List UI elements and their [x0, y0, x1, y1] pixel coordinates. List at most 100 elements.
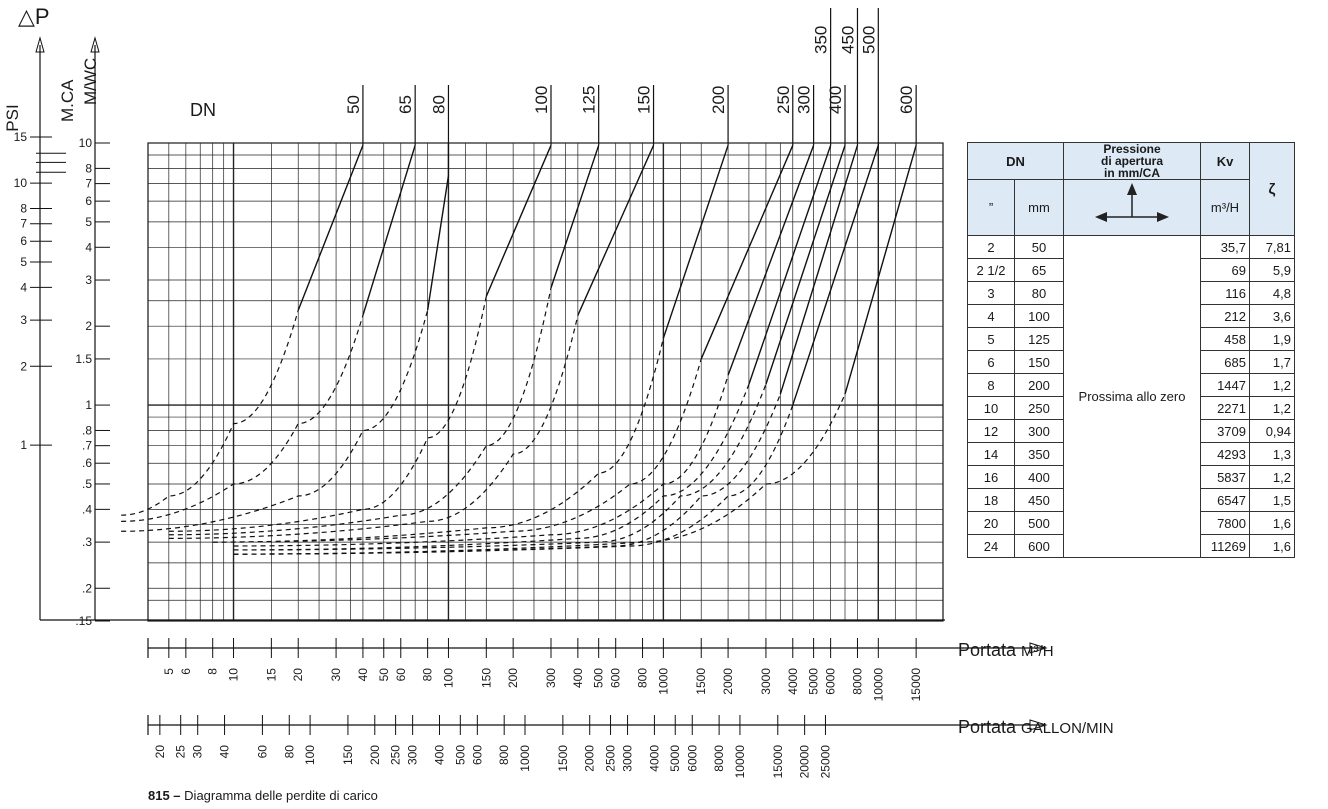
psi-tick-label: 7	[20, 217, 27, 231]
curve-dn-125-solid	[550, 145, 600, 289]
x-axis-gpm-tick-label: 4000	[647, 745, 661, 772]
cell-mm: 450	[1014, 488, 1064, 512]
x-axis-m3h-tick-label: 800	[636, 668, 650, 688]
x-axis-gpm-tick-label: 300	[406, 745, 420, 765]
x-axis-gpm-tick-label: 6000	[685, 745, 699, 772]
curve-dn-250-dashed	[212, 358, 702, 543]
x-axis-m3h-label: Portata M³/H	[958, 640, 1054, 660]
curve-dn-450-solid	[779, 145, 859, 395]
x-axis-m3h-tick-label: 15000	[909, 668, 923, 702]
cell-inch: 6	[967, 350, 1015, 374]
figure-title: Diagramma delle perdite di carico	[184, 788, 378, 803]
pressione-line-2: di apertura	[1100, 154, 1163, 168]
cell-mm: 250	[1014, 396, 1064, 420]
mca-tick-label: .5	[82, 477, 92, 491]
chart-frame	[147, 142, 944, 622]
curve-dn-500-dashed	[233, 404, 794, 555]
dn-65-label: 65	[396, 95, 415, 114]
cell-zeta: 1,7	[1249, 350, 1295, 374]
x-axis-m3h-tick-label: 500	[592, 668, 606, 688]
x-axis-gpm-tick-label: 500	[453, 745, 467, 765]
x-axis-m3h-tick-label: 5	[162, 668, 176, 675]
cell-mm: 100	[1014, 304, 1064, 328]
x-axis-gpm-tick-label: 20	[153, 745, 167, 759]
x-axis-gpm-tick-label: 150	[341, 745, 355, 765]
curve-dn-65-solid	[362, 145, 416, 316]
x-axis-gpm-tick-label: 15000	[771, 745, 785, 779]
curve-dn-600-dashed	[233, 393, 846, 555]
x-axis-gpm-tick-label: 600	[470, 745, 484, 765]
delta-p-title: △P	[18, 4, 50, 29]
dn-200-label: 200	[709, 86, 728, 114]
mca-tick-label: 1.5	[75, 352, 92, 366]
x-axis-gpm-tick-label: 8000	[712, 745, 726, 772]
table-row: 18 450 6547 1,5	[967, 488, 1295, 512]
x-axis-m3h-tick-label: 8	[206, 668, 220, 675]
cell-kv: 11269	[1200, 534, 1250, 558]
dn-450-label: 450	[838, 26, 857, 54]
table-row: 8 200 1447 1,2	[967, 373, 1295, 397]
x-axis-gpm-tick-label: 40	[218, 745, 232, 759]
x-axis-gpm-tick-label: 2500	[604, 745, 618, 772]
psi-arrow-icon	[35, 36, 45, 53]
x-axis-gpm-tick-label: 25	[174, 745, 188, 759]
x-axis-m3h-arrow-icon	[1029, 642, 1048, 654]
dn-label: DN	[190, 100, 216, 120]
x-axis-m3h-tick-label: 50	[377, 668, 391, 682]
x-axis-gpm-tick-label: 25000	[818, 745, 832, 779]
curve-dn-100-dashed	[168, 296, 487, 532]
mca-tick-label: 8	[85, 161, 92, 175]
curve-dn-350-dashed	[233, 384, 750, 551]
opening-pressure-note: Prossima allo zero	[1063, 235, 1201, 558]
cell-kv: 7800	[1200, 511, 1250, 535]
cell-mm: 300	[1014, 419, 1064, 443]
dn-125-label: 125	[580, 86, 599, 114]
x-axis-m3h-tick-label: 10000	[871, 668, 885, 702]
curve-dn-400-solid	[765, 145, 846, 385]
psi-tick-label: 8	[20, 201, 27, 215]
cell-kv: 35,7	[1200, 235, 1250, 259]
curve-dn-150-dashed	[168, 315, 579, 539]
chart-grid	[148, 142, 943, 622]
dn-500-label: 500	[859, 26, 878, 54]
table-row: 24 600 11269 1,6	[967, 534, 1295, 558]
psi-tick-label: 5	[20, 255, 27, 269]
x-axis-m3h-tick-label: 60	[394, 668, 408, 682]
x-axis-gpm-arrow-icon	[1029, 719, 1048, 731]
x-axis-gpm-tick-label: 60	[255, 745, 269, 759]
x-axis-gpm-tick-label: 10000	[733, 745, 747, 779]
dn-300-label: 300	[795, 86, 814, 114]
cell-mm: 80	[1014, 281, 1064, 305]
mm-subheader: mm	[1014, 179, 1064, 236]
kv-unit-subheader: m³/H	[1200, 179, 1250, 236]
x-axis-m3h-tick-label: 10	[227, 668, 241, 682]
cell-zeta: 1,6	[1249, 511, 1295, 535]
x-axis-m3h-tick-label: 200	[506, 668, 520, 688]
x-axis-m3h-unit: M³/H	[1021, 643, 1054, 660]
cell-zeta: 1,3	[1249, 442, 1295, 466]
x-axis-m3h-tick-label: 3000	[759, 668, 773, 695]
dn-100-label: 100	[532, 86, 551, 114]
x-axis-m3h-tick-label: 6	[179, 668, 193, 675]
x-axis-m3h-tick-label: 15	[264, 668, 278, 682]
mca-tick-label: 1	[85, 398, 92, 412]
table-row: 4 100 212 3,6	[967, 304, 1295, 328]
x-axis-m3h-tick-label: 150	[479, 668, 493, 688]
x-axis-m3h-tick-label: 80	[421, 668, 435, 682]
curve-dn-150-solid	[577, 145, 655, 316]
dn-50-label: 50	[344, 95, 363, 114]
x-axis-m3h-tick-label: 2000	[721, 668, 735, 695]
cell-mm: 50	[1014, 235, 1064, 259]
curve-dn-100-solid	[485, 145, 552, 297]
pressione-line-1: Pressione	[1103, 142, 1161, 156]
cell-kv: 212	[1200, 304, 1250, 328]
curve-dn-200-solid	[662, 145, 729, 339]
cell-zeta: 1,2	[1249, 396, 1295, 420]
cell-kv: 5837	[1200, 465, 1250, 489]
cell-inch: 12	[967, 419, 1015, 443]
curve-dn-80-dashed	[121, 310, 429, 532]
psi-tick-label: 10	[14, 176, 28, 190]
cell-kv: 2271	[1200, 396, 1250, 420]
x-axis-gpm-tick-label: 5000	[668, 745, 682, 772]
